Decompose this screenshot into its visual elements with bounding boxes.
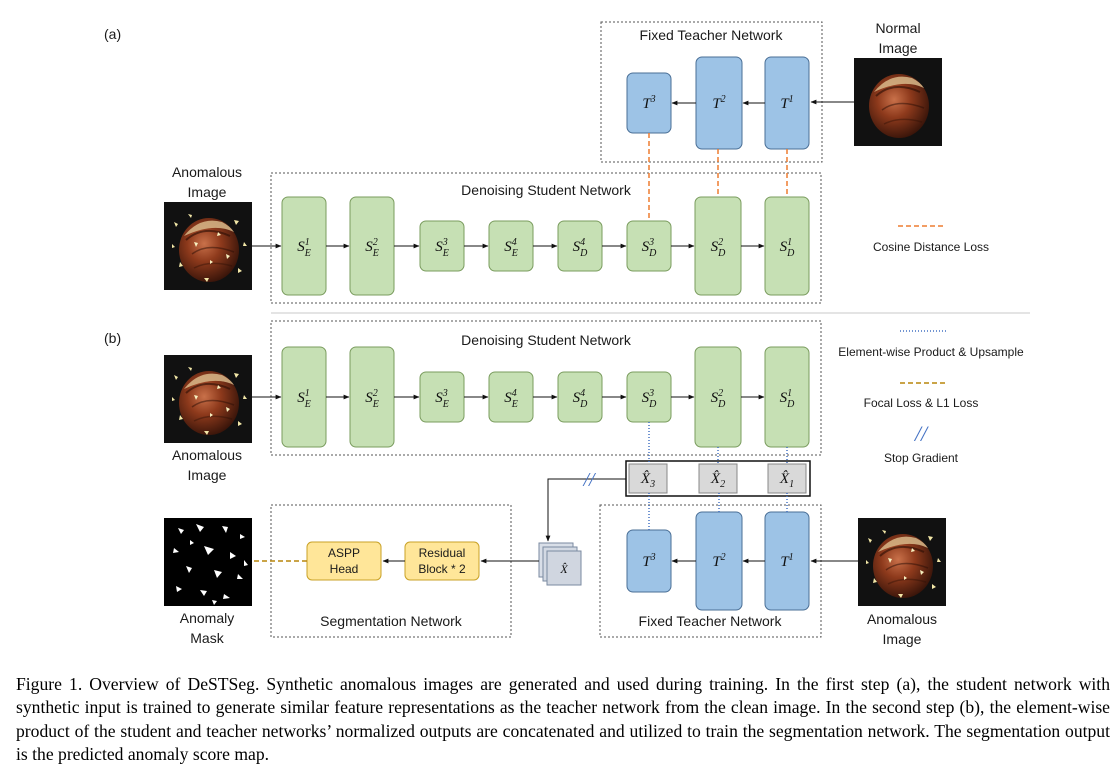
segmentation-network-box [270,504,512,638]
svg-text:Image: Image [879,40,918,56]
teacher-network-box-b [599,504,822,638]
student-block-label-3-b: S3 E [435,388,449,410]
panel-b-tag: (b) [104,330,121,346]
anomalous-image-label-a: Anomalous Image [172,164,242,200]
method-overview-diagram: (a) Fixed Teacher Network Normal Image D… [104,20,1030,647]
teacher-title-a: Fixed Teacher Network [640,27,784,43]
anomaly-mask-label: Anomaly Mask [180,610,234,646]
residual-block-label: Residual Block * 2 [418,546,466,576]
figure-caption: Figure 1. Overview of DeSTSeg. Synthetic… [16,674,1110,765]
student-block-label-2-b: S2 E [365,388,379,410]
student-block-label-3-a: S3 E [435,237,449,259]
legend-product-label: Element-wise Product & Upsample [838,345,1024,359]
svg-text:Normal: Normal [875,20,920,36]
xhat-stack: X̂ [538,542,582,586]
panel-b-blocks: S1 E S2 E S3 E S4 E S4 D S3 D S2 D S1 DT3 T2 T1X̂3 X̂2 X̂1 [252,346,858,611]
normal-image-label: Normal Image [875,20,920,56]
student-block-label-2-a: S2 E [365,237,379,259]
student-block-label-4-b: S4 E [504,388,518,410]
student-block-label-7-b: S2 D [711,388,727,410]
anomalous-image-right [857,517,947,607]
legend-stop-gradient-icon: // [913,421,929,446]
teacher-title-b: Fixed Teacher Network [639,613,783,629]
svg-text:Anomalous: Anomalous [172,164,242,180]
svg-text:Image: Image [883,631,922,647]
student-block-label-8-a: S1 D [780,237,796,259]
svg-text:Image: Image [188,467,227,483]
student-block-label-6-b: S3 D [642,388,658,410]
svg-text:Anomalous: Anomalous [172,447,242,463]
concat-to-stack-arrow [545,478,626,542]
legend-cosine-label: Cosine Distance Loss [873,240,989,254]
svg-text:Residual: Residual [419,546,466,560]
student-block-label-1-a: S1 E [297,237,311,259]
teacher-network-box-a [600,21,823,163]
anomalous-image-label-b: Anomalous Image [172,447,242,483]
legend-focal-label: Focal Loss & L1 Loss [864,396,979,410]
svg-text:Block * 2: Block * 2 [418,562,466,576]
svg-text:ASPP: ASPP [328,546,360,560]
student-block-label-4-a: S4 E [504,237,518,259]
student-title-a: Denoising Student Network [461,182,632,198]
svg-text:X̂: X̂ [559,562,568,576]
anomalous-image-label-right: Anomalous Image [867,611,937,647]
normal-image [853,57,943,147]
svg-text:Image: Image [188,184,227,200]
student-block-label-1-b: S1 E [297,388,311,410]
anomalous-image-b [163,354,253,444]
svg-text:Mask: Mask [190,630,224,646]
student-block-label-5-b: S4 D [573,388,589,410]
anomaly-mask-image [164,518,252,606]
svg-text:Anomaly: Anomaly [180,610,234,626]
aspp-head-label: ASPP Head [328,546,360,576]
legend-stop-label: Stop Gradient [884,451,959,465]
xhat-cell-3 [628,463,668,494]
student-block-label-6-a: S3 D [642,237,658,259]
segmentation-title: Segmentation Network [320,613,463,629]
panel-a-tag: (a) [104,26,121,42]
xhat-cell-2 [698,463,738,494]
student-block-label-8-b: S1 D [780,388,796,410]
svg-text:Anomalous: Anomalous [867,611,937,627]
student-block-8-a [764,196,810,296]
stop-gradient-icon: // [582,469,597,491]
student-title-b: Denoising Student Network [461,332,632,348]
student-network-box-b [270,320,822,456]
anomalous-image-a [163,201,253,291]
student-block-label-7-a: S2 D [711,237,727,259]
svg-text:Head: Head [330,562,359,576]
student-block-label-5-a: S4 D [573,237,589,259]
